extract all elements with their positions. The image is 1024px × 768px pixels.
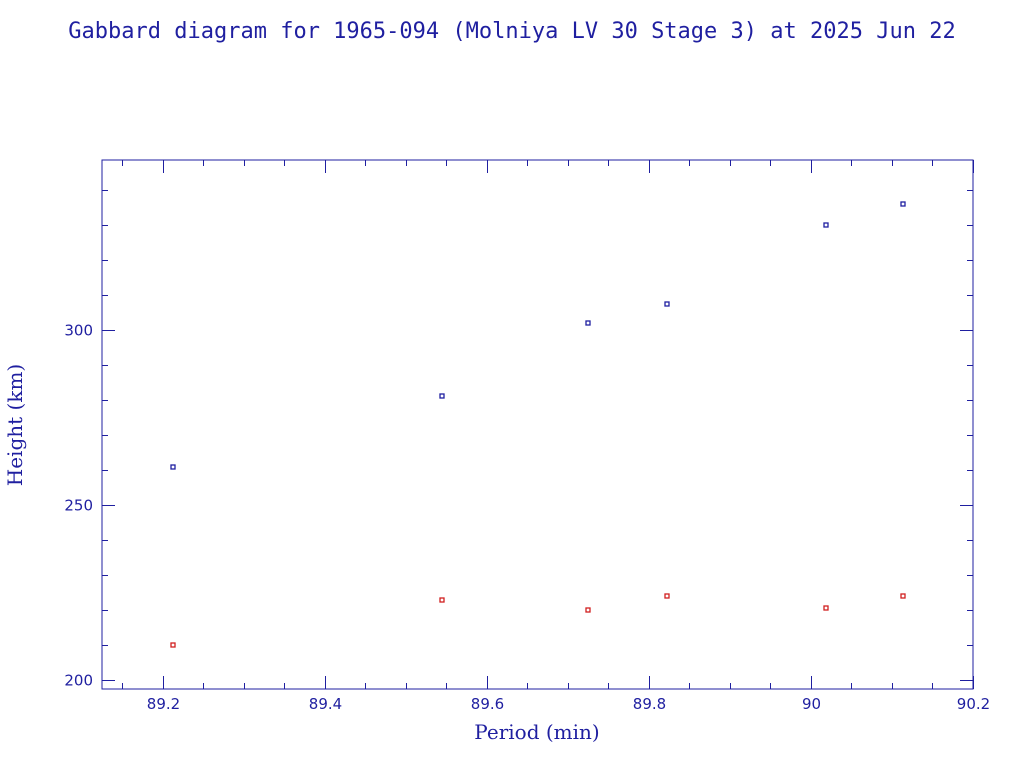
chart-title: Gabbard diagram for 1965-094 (Molniya LV… xyxy=(68,19,955,44)
data-points xyxy=(170,201,906,648)
y-tick-label: 300 xyxy=(64,322,93,340)
data-point xyxy=(585,607,591,613)
x-tick-label: 90 xyxy=(802,695,821,713)
x-tick-label: 89.2 xyxy=(147,695,180,713)
data-point xyxy=(664,301,670,307)
data-point xyxy=(170,464,176,470)
data-point xyxy=(823,605,829,611)
x-tick-label: 89.6 xyxy=(471,695,504,713)
data-point xyxy=(585,320,591,326)
data-point xyxy=(439,597,445,603)
data-point xyxy=(439,393,445,399)
data-point xyxy=(900,201,906,207)
x-tick-label: 90.2 xyxy=(957,695,990,713)
y-tick-label: 200 xyxy=(64,672,93,690)
y-axis-label: Height (km) xyxy=(3,364,27,486)
data-point xyxy=(664,593,670,599)
x-tick-label: 89.4 xyxy=(309,695,342,713)
plot-frame xyxy=(101,159,974,690)
x-axis-label: Period (min) xyxy=(474,720,599,744)
axis-ticks: 89.2 89.4 89.6 89.8 90 90.2 200 250 300 xyxy=(64,160,990,713)
data-point xyxy=(900,593,906,599)
data-point xyxy=(823,222,829,228)
x-tick-label: 89.8 xyxy=(633,695,666,713)
y-tick-label: 250 xyxy=(64,497,93,515)
data-point xyxy=(170,642,176,648)
